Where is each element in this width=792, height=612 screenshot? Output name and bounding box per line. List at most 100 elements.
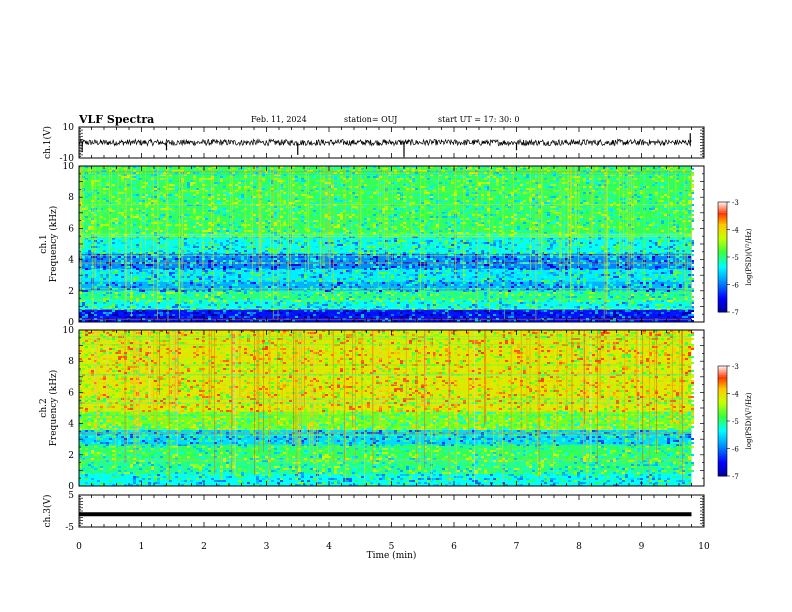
- psd-cell: [148, 284, 151, 286]
- psd-cell: [484, 178, 487, 180]
- psd-cell: [472, 184, 475, 186]
- psd-cell: [244, 272, 247, 274]
- psd-cell: [358, 296, 361, 298]
- psd-cell: [457, 304, 460, 306]
- psd-cell: [433, 290, 436, 292]
- psd-cell: [475, 284, 478, 286]
- psd-cell: [127, 316, 130, 318]
- psd-cell: [217, 294, 220, 296]
- psd-cell: [190, 184, 193, 186]
- psd-cell: [298, 272, 301, 274]
- psd-cell: [475, 272, 478, 274]
- psd-cell: [295, 200, 298, 202]
- psd-cell: [274, 214, 277, 216]
- psd-cell: [451, 320, 454, 322]
- psd-cell: [274, 216, 277, 218]
- psd-cell: [124, 316, 127, 318]
- psd-cell: [355, 314, 358, 316]
- psd-cell: [277, 282, 280, 284]
- psd-cell: [202, 272, 205, 274]
- psd-cell: [175, 272, 178, 274]
- psd-cell: [211, 224, 214, 226]
- psd-cell: [250, 242, 253, 244]
- psd-cell: [157, 292, 160, 294]
- psd-cell: [457, 222, 460, 224]
- psd-cell: [415, 264, 418, 266]
- psd-cell: [382, 246, 385, 248]
- psd-cell: [139, 248, 142, 250]
- psd-cell: [364, 178, 367, 180]
- psd-cell: [379, 290, 382, 292]
- psd-cell: [334, 280, 337, 282]
- psd-cell: [412, 170, 415, 172]
- psd-cell: [106, 190, 109, 192]
- psd-cell: [250, 178, 253, 180]
- psd-cell: [214, 240, 217, 242]
- psd-cell: [238, 230, 241, 232]
- psd-cell: [418, 280, 421, 282]
- psd-cell: [391, 270, 394, 272]
- psd-cell: [241, 240, 244, 242]
- psd-cell: [451, 242, 454, 244]
- psd-cell: [142, 196, 145, 198]
- psd-cell: [157, 300, 160, 302]
- psd-cell: [301, 248, 304, 250]
- psd-cell: [331, 222, 334, 224]
- psd-cell: [382, 242, 385, 244]
- psd-cell: [184, 282, 187, 284]
- psd-cell: [235, 290, 238, 292]
- psd-cell: [454, 304, 457, 306]
- psd-cell: [235, 198, 238, 200]
- psd-cell: [310, 220, 313, 222]
- psd-cell: [274, 254, 277, 256]
- psd-cell: [235, 184, 238, 186]
- psd-cell: [292, 292, 295, 294]
- psd-cell: [175, 200, 178, 202]
- psd-cell: [163, 218, 166, 220]
- psd-cell: [325, 180, 328, 182]
- psd-cell: [451, 250, 454, 252]
- psd-cell: [187, 204, 190, 206]
- psd-cell: [214, 300, 217, 302]
- psd-cell: [142, 220, 145, 222]
- psd-cell: [388, 180, 391, 182]
- psd-cell: [223, 260, 226, 262]
- psd-cell: [163, 224, 166, 226]
- psd-cell: [187, 228, 190, 230]
- psd-cell: [412, 282, 415, 284]
- psd-cell: [475, 220, 478, 222]
- psd-cell: [151, 250, 154, 252]
- psd-cell: [409, 280, 412, 282]
- psd-cell: [424, 320, 427, 322]
- psd-cell: [337, 190, 340, 192]
- psd-cell: [169, 310, 172, 312]
- psd-cell: [466, 190, 469, 192]
- psd-cell: [208, 316, 211, 318]
- psd-cell: [427, 300, 430, 302]
- psd-cell: [163, 200, 166, 202]
- psd-cell: [478, 212, 481, 214]
- psd-cell: [229, 280, 232, 282]
- psd-cell: [295, 264, 298, 266]
- psd-cell: [151, 264, 154, 266]
- psd-cell: [208, 300, 211, 302]
- psd-cell: [112, 196, 115, 198]
- psd-cell: [430, 282, 433, 284]
- psd-cell: [349, 232, 352, 234]
- psd-cell: [235, 218, 238, 220]
- psd-cell: [325, 284, 328, 286]
- psd-cell: [361, 312, 364, 314]
- psd-cell: [148, 260, 151, 262]
- psd-cell: [145, 184, 148, 186]
- psd-cell: [115, 292, 118, 294]
- psd-cell: [427, 294, 430, 296]
- psd-cell: [421, 252, 424, 254]
- psd-cell: [166, 306, 169, 308]
- psd-cell: [385, 298, 388, 300]
- psd-cell: [97, 314, 100, 316]
- psd-cell: [175, 194, 178, 196]
- psd-cell: [109, 170, 112, 172]
- psd-cell: [451, 260, 454, 262]
- psd-cell: [265, 226, 268, 228]
- psd-cell: [91, 312, 94, 314]
